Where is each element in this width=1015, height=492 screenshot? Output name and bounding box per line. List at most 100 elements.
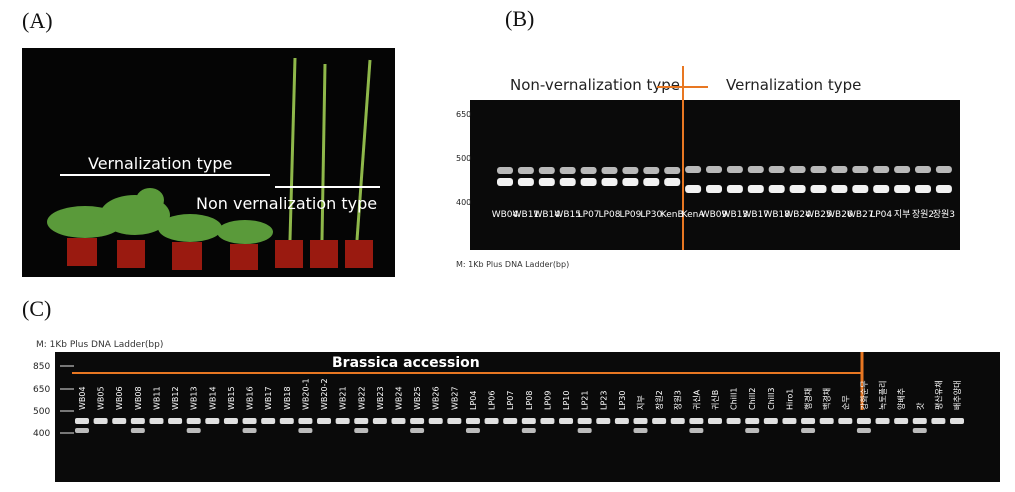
band bbox=[517, 178, 534, 186]
band bbox=[747, 185, 764, 193]
lane-label: LP09 bbox=[619, 210, 641, 220]
band bbox=[745, 428, 760, 433]
lane-label: Chill1 bbox=[730, 388, 739, 410]
lane-label: WB20-1 bbox=[301, 378, 310, 410]
band bbox=[856, 428, 871, 433]
lane-label: WB15 bbox=[227, 386, 236, 410]
lane-label: Chill2 bbox=[748, 388, 757, 410]
lane-label: LP09 bbox=[543, 391, 552, 410]
gel bbox=[470, 100, 960, 250]
band bbox=[745, 418, 760, 424]
band bbox=[538, 167, 555, 174]
lane-label: WB13 bbox=[722, 210, 749, 220]
lane-label: LP07 bbox=[506, 391, 515, 410]
band bbox=[580, 178, 597, 186]
band bbox=[801, 418, 816, 424]
band bbox=[559, 167, 576, 174]
lane-label: WB13 bbox=[190, 386, 199, 410]
lane-label: WB12 bbox=[171, 386, 180, 410]
band bbox=[685, 166, 702, 173]
band bbox=[465, 418, 480, 424]
band bbox=[664, 167, 681, 174]
band bbox=[354, 418, 369, 424]
lane-label: WB21 bbox=[339, 386, 348, 410]
band bbox=[763, 418, 778, 424]
band bbox=[577, 418, 592, 424]
lane-label: 배추양대 bbox=[953, 381, 962, 410]
lane-label: LP23 bbox=[599, 391, 608, 410]
lane-label: WB22 bbox=[357, 386, 366, 410]
band bbox=[447, 418, 462, 424]
band bbox=[935, 166, 952, 173]
panel-label: (A) bbox=[22, 8, 53, 33]
band bbox=[782, 418, 797, 424]
band bbox=[428, 418, 443, 424]
band bbox=[298, 428, 313, 433]
lane-label: WB14 bbox=[534, 210, 561, 220]
lane-label: 순무 bbox=[841, 395, 850, 410]
band bbox=[912, 428, 927, 433]
band bbox=[726, 418, 741, 424]
lane-label: WB04 bbox=[78, 386, 87, 410]
band bbox=[186, 428, 201, 433]
gel bbox=[55, 352, 1000, 482]
ladder-label: 500 bbox=[456, 154, 471, 163]
band bbox=[503, 418, 518, 424]
band bbox=[93, 418, 108, 424]
band bbox=[726, 166, 743, 173]
band bbox=[643, 167, 660, 174]
lane-label: 귀신B bbox=[710, 390, 720, 410]
ladder-band bbox=[60, 410, 74, 412]
band bbox=[205, 418, 220, 424]
band bbox=[810, 166, 827, 173]
band bbox=[894, 185, 911, 193]
lane-label: WB18 bbox=[763, 210, 790, 220]
lane-label: LP30 bbox=[618, 391, 627, 410]
band bbox=[521, 428, 536, 433]
band bbox=[540, 418, 555, 424]
band bbox=[261, 418, 276, 424]
band bbox=[112, 418, 127, 424]
band bbox=[75, 418, 89, 424]
caption: M: 1Kb Plus DNA Ladder(bp) bbox=[456, 260, 569, 269]
band bbox=[633, 428, 648, 433]
lane-label: LP08 bbox=[525, 391, 534, 410]
band bbox=[915, 185, 931, 193]
lane-label: 장원3 bbox=[673, 390, 683, 410]
band bbox=[484, 418, 499, 424]
band bbox=[538, 178, 555, 186]
band bbox=[317, 418, 332, 424]
band bbox=[689, 428, 704, 433]
lane-label: 행경채 bbox=[803, 388, 813, 410]
caption: M: 1Kb Plus DNA Ladder(bp) bbox=[36, 340, 163, 350]
band bbox=[831, 166, 848, 173]
lane-label: 백경채 bbox=[822, 388, 832, 410]
band bbox=[931, 418, 946, 424]
lane-label: 지부 bbox=[637, 395, 646, 410]
lane-label: WB05 bbox=[97, 386, 106, 410]
group-label: Vernalization type bbox=[88, 154, 232, 173]
lane-label: WB15 bbox=[554, 210, 581, 220]
lane-label: KenB bbox=[661, 210, 684, 220]
band bbox=[465, 428, 480, 433]
band bbox=[130, 418, 145, 424]
lane-label: WB08 bbox=[134, 386, 143, 410]
band bbox=[186, 418, 201, 424]
lane-label: 귀신A bbox=[691, 389, 701, 410]
band bbox=[801, 428, 816, 433]
ladder-label: 650 bbox=[33, 385, 50, 395]
lane-label: WB23 bbox=[376, 386, 385, 410]
lane-label: LP04 bbox=[469, 391, 478, 410]
band bbox=[559, 178, 576, 186]
band bbox=[894, 418, 909, 424]
band bbox=[168, 418, 183, 424]
band bbox=[242, 418, 257, 424]
lane-label: WB26 bbox=[432, 386, 441, 410]
lane-label: LP06 bbox=[488, 391, 497, 410]
lane-label: WB17 bbox=[264, 386, 273, 410]
lane-label: LP10 bbox=[562, 391, 571, 410]
band bbox=[622, 178, 639, 186]
band bbox=[596, 418, 611, 424]
band bbox=[410, 428, 425, 433]
lane-label: WB24 bbox=[394, 386, 403, 410]
